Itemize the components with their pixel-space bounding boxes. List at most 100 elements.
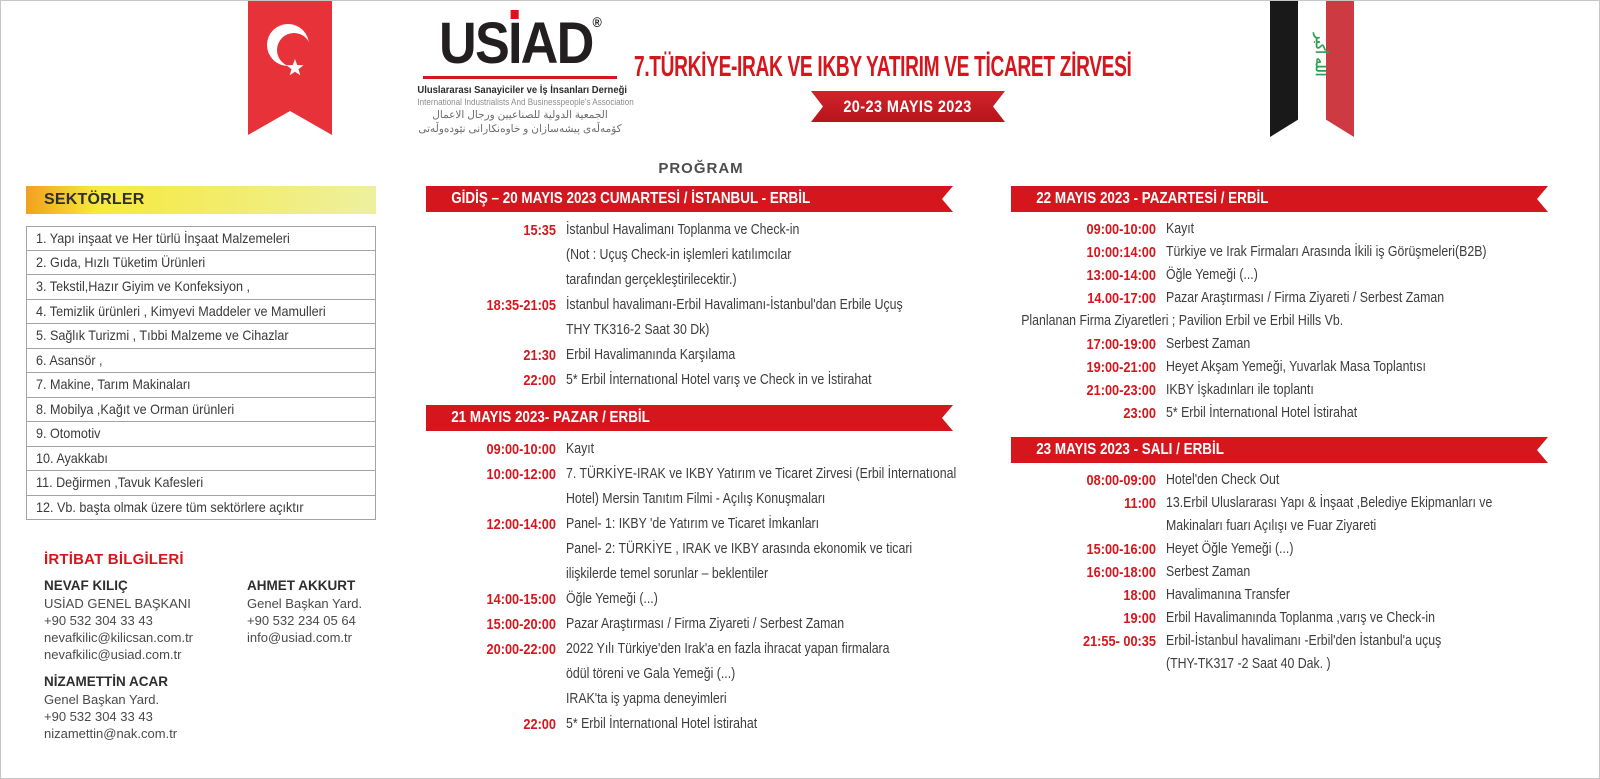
sector-item-label: 9. Otomotiv (36, 425, 101, 441)
schedule-column-right: 22 MAYIS 2023 - PAZARTESİ / ERBİL 09:00-1… (1011, 186, 1548, 688)
schedule-desc: Panel- 1: IKBY 'de Yatırım ve Ticaret İm… (566, 512, 953, 587)
schedule-text: 5* Erbil İnternatıonal Hotel varış ve Ch… (566, 372, 872, 388)
schedule-time: 19:00 (1123, 610, 1156, 627)
day-schedule: 08:00-09:00 Hotel'den Check Out 11:00 13.Er… (1011, 469, 1548, 676)
schedule-desc: Havalimanına Transfer (1166, 584, 1312, 607)
logo-i-dot (509, 10, 518, 19)
schedule-desc: Hotel'den Check Out (1166, 469, 1299, 492)
sector-item: 3. Tekstil,Hazır Giyim ve Konfeksiyon , (26, 275, 376, 300)
turkey-flag-ribbon (248, 1, 332, 135)
schedule-desc: 2022 Yılı Türkiye'den Irak'a en fazla ih… (566, 637, 947, 712)
sector-item: 10. Ayakkabı (26, 446, 376, 471)
sector-item: 11. Değirmen ,Tavuk Kafesleri (26, 471, 376, 496)
schedule-item: Planlanan Firma Ziyaretleri ; Pavilion E… (1011, 310, 1548, 333)
schedule-time: 18:00 (1123, 587, 1156, 604)
contact-line: nizamettin@nak.com.tr (44, 725, 178, 741)
schedule-item: 21:30 Erbil Havalimanında Karşılama (426, 343, 953, 368)
schedule-item: 14:00-15:00 Öğle Yemeği (...) (426, 587, 953, 612)
logo-subtitle-turkish: Uluslararası Sanayiciler ve İş İnsanları… (417, 84, 627, 96)
schedule-time: 22:00 (523, 716, 556, 733)
day-banner: 21 MAYIS 2023- PAZAR / ERBİL (426, 405, 953, 431)
schedule-desc: IKBY İşkadınları ile toplantı (1166, 379, 1340, 402)
event-title: 7.TÜRKİYE-IRAK VE IKBY YATIRIM VE TİCARE… (634, 51, 1132, 83)
day-schedule: 15:35 İstanbul Havalimanı Toplanma ve Che… (426, 218, 953, 393)
contact-name: AHMET AKKURT (247, 578, 356, 593)
day-banner: 23 MAYIS 2023 - SALI / ERBİL (1011, 437, 1548, 463)
schedule-item: 22:00 5* Erbil İnternatıonal Hotel İstira… (426, 712, 953, 737)
schedule-desc: 5* Erbil İnternatıonal Hotel İstirahat (1166, 402, 1391, 425)
usiad-logo-text: USI AD® (439, 10, 602, 76)
schedule-desc: Öğle Yemeği (...) (1166, 264, 1274, 287)
registered-mark: ® (592, 14, 602, 30)
schedule-time: 11:00 (1124, 495, 1156, 512)
contact-line: info@usiad.com.tr (247, 630, 352, 646)
schedule-item: 14.00-17:00 Pazar Araştırması / Firma Ziy… (1011, 287, 1548, 310)
sector-item-label: 1. Yapı inşaat ve Her türlü İnşaat Malze… (36, 230, 290, 246)
schedule-desc: Erbil Havalimanında Karşılama (566, 343, 765, 368)
schedule-time: 21:00-23:00 (1086, 382, 1156, 399)
iraq-flag-red-stripe (1326, 1, 1354, 137)
schedule-text: Panel- 2: TÜRKİYE , IRAK ve IKBY arasınd… (566, 541, 913, 557)
program-heading: PROĞRAM (658, 160, 744, 177)
schedule-item: 17:00-19:00 Serbest Zaman (1011, 333, 1548, 356)
logo-part-i: I (507, 10, 522, 76)
schedule-item: 19:00-21:00 Heyet Akşam Yemeği, Yuvarlak … (1011, 356, 1548, 379)
usiad-logo: USI AD® Uluslararası Sanayiciler ve İş İn… (406, 10, 634, 135)
contact-card: NEVAF KILIÇ USİAD GENEL BAŞKANI +90 532 30… (44, 578, 247, 664)
contact-column-left: NEVAF KILIÇ USİAD GENEL BAŞKANI +90 532 30… (44, 578, 247, 748)
sector-item-label: 5. Sağlık Turizmi , Tıbbi Malzeme ve Cih… (36, 327, 289, 343)
sector-item: 5. Sağlık Turizmi , Tıbbi Malzeme ve Cih… (26, 324, 376, 349)
schedule-time: 18:35-21:05 (486, 297, 556, 314)
schedule-desc: 13.Erbil Uluslararası Yapı & İnşaat ,Bel… (1166, 492, 1548, 538)
schedule-text: Hotel) Mersin Tanıtım Filmi - Açılış Kon… (566, 491, 826, 507)
star-icon (286, 59, 304, 76)
schedule-time: 10:00-12:00 (486, 466, 556, 483)
schedule-text: Türkiye ve Irak Firmaları Arasında İkili… (1166, 244, 1487, 260)
schedule-text: Erbil Havalimanında Karşılama (566, 347, 736, 363)
schedule-desc: Öğle Yemeği (...) (566, 587, 674, 612)
schedule-time: 14.00-17:00 (1087, 290, 1156, 307)
contact-line: nevafkilic@usiad.com.tr (44, 647, 182, 663)
iraq-flag-takbir-text: الله أكبر (1312, 32, 1329, 76)
day-banner: GİDİŞ – 20 MAYIS 2023 CUMARTESİ / İSTANB… (426, 186, 953, 212)
day-banner-title: 23 MAYIS 2023 - SALI / ERBİL (1036, 441, 1224, 458)
schedule-time: 14:00-15:00 (486, 591, 556, 608)
logo-part-us: US (438, 11, 510, 76)
schedule-text: 5* Erbil İnternatıonal Hotel İstirahat (1166, 405, 1358, 421)
sector-item-label: 11. Değirmen ,Tavuk Kafesleri (36, 474, 204, 490)
schedule-text: Serbest Zaman (1166, 564, 1251, 580)
schedule-item: 22:00 5* Erbil İnternatıonal Hotel varış … (426, 368, 953, 393)
logo-subtitle-english: International Industrialists And Busines… (417, 97, 634, 107)
schedule-item: 09:00-10:00 Kayıt (1011, 218, 1548, 241)
turkey-flag-ribbon-shape (248, 1, 332, 135)
contact-line: nevafkilic@kilicsan.com.tr (44, 630, 194, 646)
schedule-item: 18:00 Havalimanına Transfer (1011, 584, 1548, 607)
schedule-time: 08:00-09:00 (1086, 472, 1156, 489)
schedule-desc: Erbil-İstanbul havalimanı -Erbil'den İst… (1166, 630, 1490, 676)
sector-item-label: 6. Asansör , (36, 351, 103, 368)
schedule-time: 13:00-14:00 (1086, 267, 1156, 284)
schedule-text: Heyet Akşam Yemeği, Yuvarlak Masa Toplan… (1166, 359, 1426, 375)
logo-underline (423, 76, 617, 79)
schedule-item: 20:00-22:00 2022 Yılı Türkiye'den Irak'a … (426, 637, 953, 712)
schedule-time: 16:00-18:00 (1086, 564, 1156, 581)
contact-name: NEVAF KILIÇ (44, 578, 128, 593)
schedule-time: 21:55- 00:35 (1082, 633, 1156, 650)
sector-item: 12. Vb. başta olmak üzere tüm sektörlere… (26, 495, 376, 520)
schedule-item: 12:00-14:00 Panel- 1: IKBY 'de Yatırım ve… (426, 512, 953, 587)
iraq-flag-ribbon: الله أكبر (1270, 1, 1354, 137)
schedule-item: 15:00-16:00 Heyet Öğle Yemeği (...) (1011, 538, 1548, 561)
sectors-header: SEKTÖRLER (26, 186, 376, 214)
schedule-item: 11:00 13.Erbil Uluslararası Yapı & İnşaat… (1011, 492, 1548, 538)
contact-card: AHMET AKKURT Genel Başkan Yard. +90 532 23… (247, 578, 389, 646)
schedule-desc: 7. TÜRKİYE-IRAK ve IKBY Yatırım ve Ticar… (566, 462, 956, 512)
schedule-text: tarafından gerçekleştirilecektir.) (566, 272, 737, 288)
crescent-inner (277, 33, 311, 67)
schedule-column-middle: GİDİŞ – 20 MAYIS 2023 CUMARTESİ / İSTANB… (426, 186, 957, 749)
event-dates: 20-23 MAYIS 2023 (843, 96, 973, 116)
day-schedule: 09:00-10:00 Kayıt 10:00-12:00 7. TÜRKİYE-IR… (426, 437, 957, 737)
day-banner-title: GİDİŞ – 20 MAYIS 2023 CUMARTESİ / İSTANB… (451, 190, 811, 207)
schedule-time: 12:00-14:00 (486, 516, 556, 533)
sector-item-label: 3. Tekstil,Hazır Giyim ve Konfeksiyon , (36, 278, 251, 294)
sector-item-label: 7. Makine, Tarım Makinaları (36, 376, 191, 392)
